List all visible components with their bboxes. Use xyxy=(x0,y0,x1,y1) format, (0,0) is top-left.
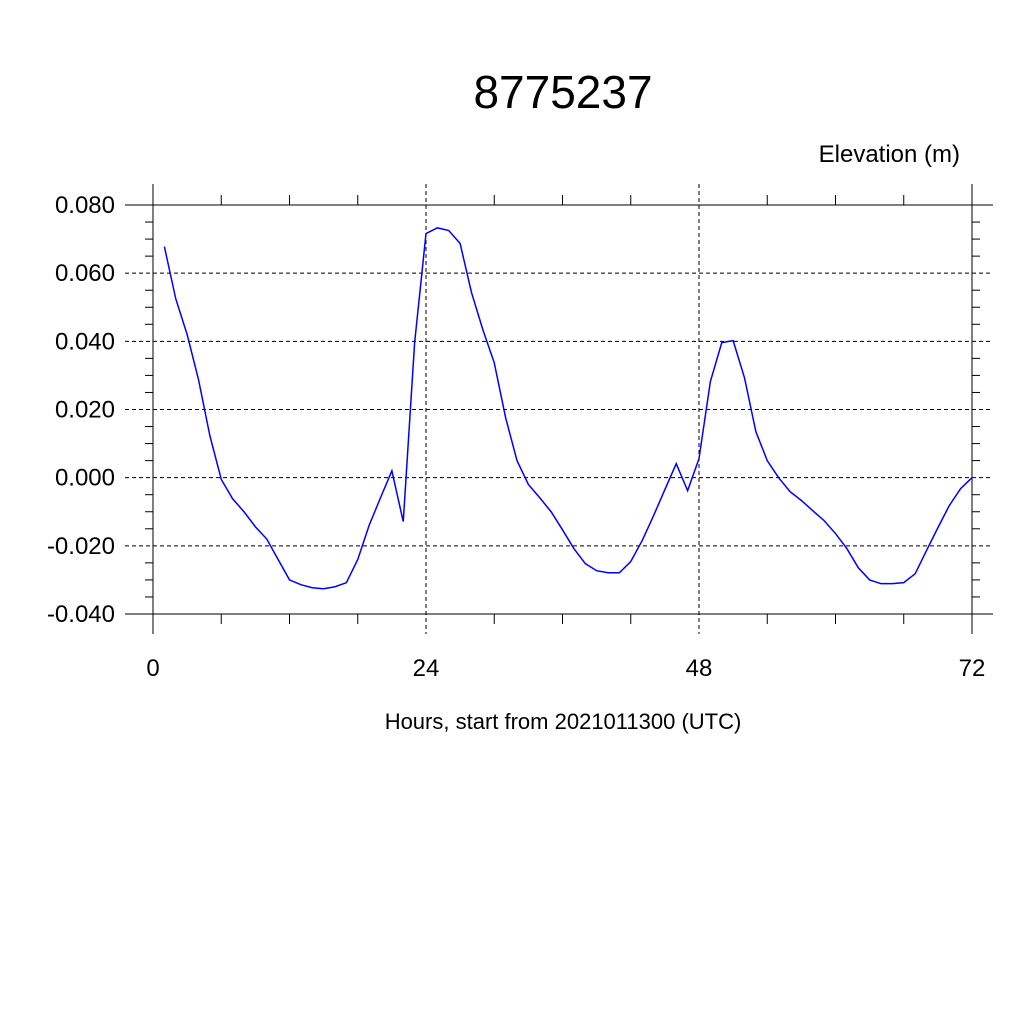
y-tick-label: 0.080 xyxy=(55,192,115,219)
y-tick-label: 0.040 xyxy=(55,328,115,355)
y-tick-label: -0.040 xyxy=(47,601,115,628)
y-tick-label: 0.000 xyxy=(55,465,115,492)
y-tick-label: 0.060 xyxy=(55,260,115,287)
x-tick-label: 48 xyxy=(686,655,713,682)
x-axis-label: Hours, start from 2021011300 (UTC) xyxy=(385,709,742,734)
subtitle: Elevation (m) xyxy=(819,141,960,168)
chart-title: 8775237 xyxy=(473,66,652,118)
x-tick-label: 72 xyxy=(959,655,986,682)
y-tick-label: 0.020 xyxy=(55,397,115,424)
x-tick-label: 24 xyxy=(413,655,440,682)
line-series xyxy=(163,227,973,590)
y-tick-label: -0.020 xyxy=(47,533,115,560)
x-tick-label: 0 xyxy=(146,655,159,682)
